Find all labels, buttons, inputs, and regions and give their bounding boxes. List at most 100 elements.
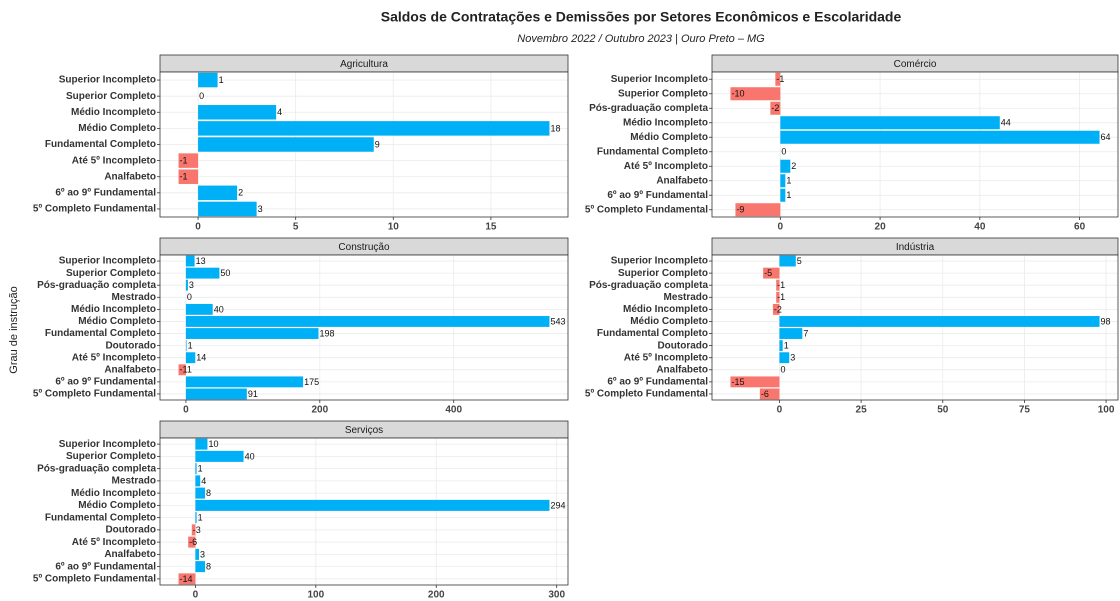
data-label: 8 (206, 562, 211, 572)
bar (780, 174, 786, 188)
bar (195, 499, 550, 511)
y-tick-label: Superior Incompleto (611, 256, 708, 267)
data-label: 4 (277, 107, 282, 117)
data-label: 5 (797, 256, 802, 266)
data-label: 40 (214, 304, 224, 314)
data-label: -1 (180, 172, 188, 182)
y-tick-label: Pós-graduação completa (37, 463, 156, 474)
bar (178, 169, 199, 184)
y-tick-label: Médio Completo (78, 316, 156, 327)
data-label: -9 (736, 205, 744, 215)
bar (780, 188, 786, 202)
y-tick-label: Até 5º Incompleto (624, 352, 708, 363)
y-tick-label: Até 5º Incompleto (624, 161, 708, 172)
x-tick-label: 300 (548, 590, 565, 601)
data-label: -6 (761, 389, 769, 399)
data-label: 1 (786, 190, 791, 200)
bar (770, 101, 781, 115)
bar (198, 121, 550, 136)
y-tick-label: 6º ao 9º Fundamental (607, 377, 708, 388)
data-label: 3 (189, 280, 194, 290)
bar (779, 328, 803, 339)
facet-title: Comércio (894, 59, 937, 70)
data-label: 7 (803, 328, 808, 338)
y-tick-label: Pós-graduação completa (589, 103, 708, 114)
data-label: 40 (245, 451, 255, 461)
data-label: -1 (777, 280, 785, 290)
x-tick-label: 10 (388, 222, 400, 233)
y-tick-label: 5º Completo Fundamental (585, 204, 708, 215)
y-tick-label: Até 5º Incompleto (72, 155, 156, 166)
data-label: 9 (375, 139, 380, 149)
panel-border (159, 254, 569, 401)
data-label: 0 (187, 292, 192, 302)
y-tick-label: Mestrado (112, 292, 156, 303)
x-tick-label: 75 (1019, 405, 1031, 416)
y-tick-label: Médio Incompleto (71, 107, 156, 118)
panel-border (711, 71, 1119, 218)
facet-title: Serviços (345, 425, 383, 436)
y-tick-label: Fundamental Completo (597, 328, 708, 339)
y-tick-label: Superior Incompleto (611, 74, 708, 85)
data-label: 3 (790, 353, 795, 363)
bar (195, 475, 201, 487)
x-tick-label: 100 (307, 590, 324, 601)
y-tick-label: Doutorado (105, 525, 156, 536)
bar (779, 340, 783, 352)
y-tick-label: Analfabeto (104, 171, 156, 182)
data-label: -1 (776, 74, 784, 84)
data-label: 1 (198, 513, 203, 523)
bar (776, 291, 780, 303)
bar (763, 267, 780, 279)
data-label: 2 (238, 188, 243, 198)
bar (195, 561, 206, 573)
x-tick-label: 0 (778, 222, 784, 233)
data-label: -10 (731, 89, 744, 99)
y-tick-label: Superior Completo (618, 268, 708, 279)
x-tick-label: 400 (445, 405, 462, 416)
bar (191, 524, 196, 536)
bar (188, 536, 196, 548)
data-label: -3 (193, 525, 201, 535)
y-tick-label: 5º Completo Fundamental (33, 574, 156, 585)
y-tick-label: 6º ao 9º Fundamental (55, 377, 156, 388)
facet-title: Construção (338, 242, 390, 253)
bar (780, 116, 1000, 130)
y-tick-label: Médio Completo (630, 132, 708, 143)
y-tick-label: 5º Completo Fundamental (585, 389, 708, 400)
y-tick-label: 5º Completo Fundamental (33, 389, 156, 400)
bar (185, 255, 195, 267)
y-tick-label: Superior Completo (618, 88, 708, 99)
y-tick-label: Fundamental Completo (45, 512, 156, 523)
bar (195, 463, 197, 475)
y-tick-label: Médio Completo (78, 500, 156, 511)
y-tick-label: Doutorado (657, 340, 708, 351)
bar (195, 548, 200, 560)
data-label: 0 (199, 91, 204, 101)
data-label: -15 (731, 377, 744, 387)
bar (178, 573, 196, 585)
x-tick-label: 0 (183, 405, 189, 416)
y-tick-label: 6º ao 9º Fundamental (55, 187, 156, 198)
bar (185, 376, 304, 388)
bar (185, 340, 187, 352)
y-tick-label: Fundamental Completo (597, 146, 708, 157)
x-tick-label: 15 (485, 222, 497, 233)
bar (780, 159, 791, 173)
y-tick-label: Analfabeto (104, 364, 156, 375)
facet-title: Indústria (896, 242, 935, 253)
data-label: 0 (780, 365, 785, 375)
bar (779, 352, 790, 364)
data-label: -1 (180, 155, 188, 165)
data-label: -1 (777, 292, 785, 302)
x-tick-label: 0 (195, 222, 201, 233)
y-tick-label: Pós-graduação completa (37, 280, 156, 291)
x-tick-label: 40 (974, 222, 986, 233)
data-label: 3 (200, 549, 205, 559)
y-tick-label: Até 5º Incompleto (72, 352, 156, 363)
bar (198, 72, 218, 88)
y-tick-label: Analfabeto (104, 549, 156, 560)
bar (198, 201, 257, 217)
bar (195, 487, 206, 499)
